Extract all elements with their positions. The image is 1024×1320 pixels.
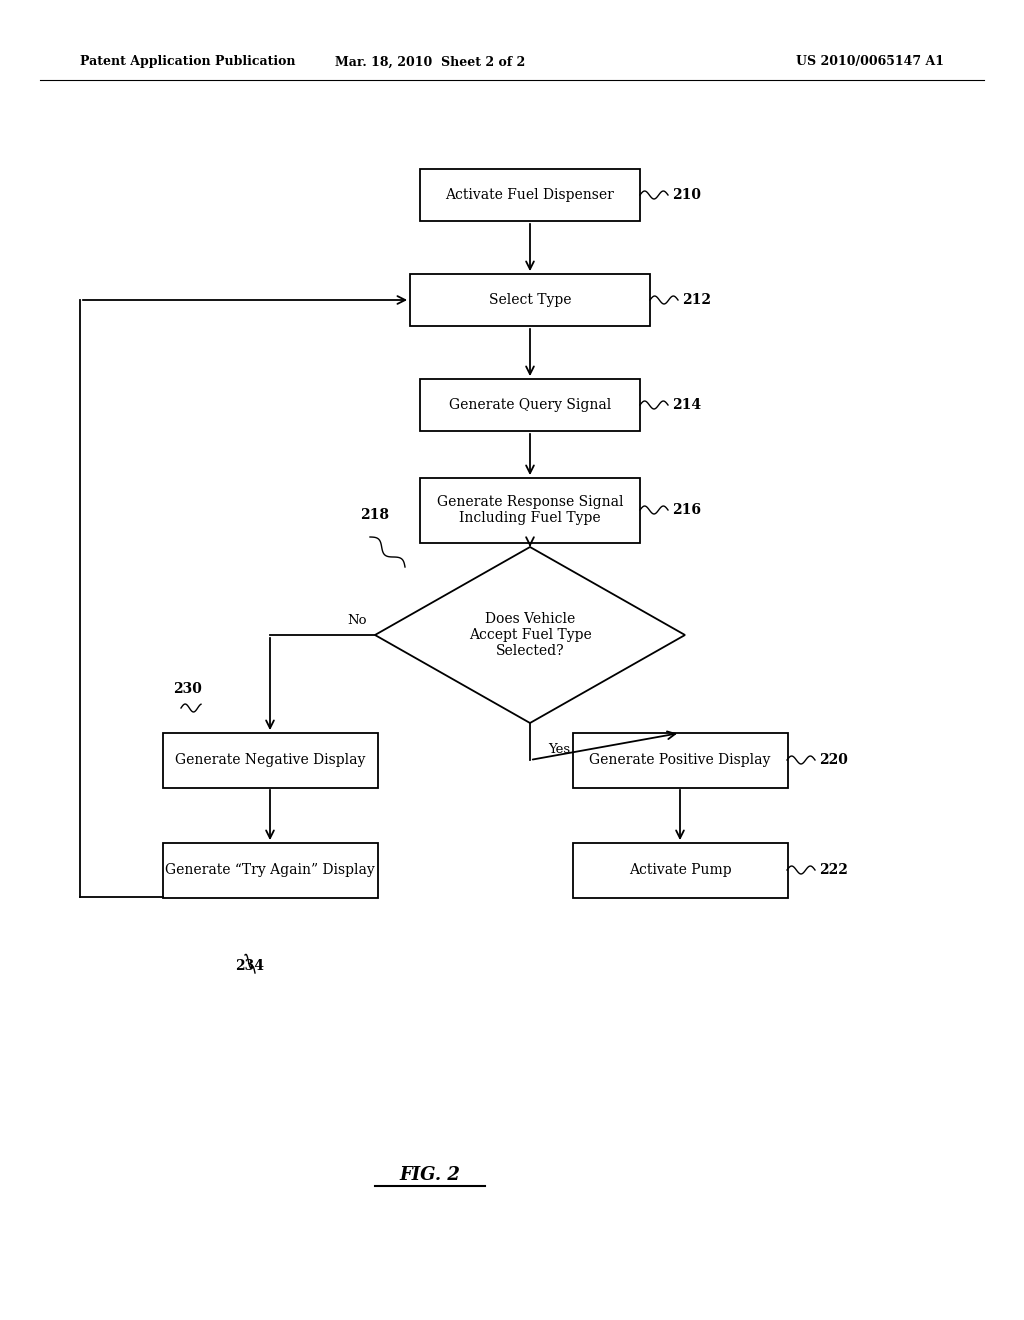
Bar — [420, 478, 640, 543]
Text: 220: 220 — [819, 752, 848, 767]
Text: 212: 212 — [682, 293, 711, 308]
Text: 218: 218 — [360, 508, 389, 521]
Text: Yes: Yes — [548, 743, 570, 756]
Text: Generate Response Signal
Including Fuel Type: Generate Response Signal Including Fuel … — [437, 495, 624, 525]
Text: Generate Negative Display: Generate Negative Display — [175, 752, 366, 767]
Text: Patent Application Publication: Patent Application Publication — [80, 55, 296, 69]
Text: Mar. 18, 2010  Sheet 2 of 2: Mar. 18, 2010 Sheet 2 of 2 — [335, 55, 525, 69]
Polygon shape — [375, 546, 685, 723]
Bar — [572, 842, 787, 898]
Bar — [163, 733, 378, 788]
Text: Activate Fuel Dispenser: Activate Fuel Dispenser — [445, 187, 614, 202]
Text: Select Type: Select Type — [488, 293, 571, 308]
Bar — [572, 733, 787, 788]
Bar — [420, 379, 640, 432]
Text: US 2010/0065147 A1: US 2010/0065147 A1 — [796, 55, 944, 69]
Text: Generate “Try Again” Display: Generate “Try Again” Display — [165, 863, 375, 876]
Text: 216: 216 — [672, 503, 701, 517]
Text: 234: 234 — [236, 960, 264, 973]
Bar — [163, 842, 378, 898]
Text: 222: 222 — [819, 863, 848, 876]
Bar — [420, 169, 640, 220]
Text: 230: 230 — [173, 682, 202, 696]
Text: FIG. 2: FIG. 2 — [399, 1166, 461, 1184]
Text: Generate Positive Display: Generate Positive Display — [590, 752, 771, 767]
Text: 214: 214 — [672, 399, 701, 412]
Text: No: No — [347, 614, 367, 627]
Bar — [410, 275, 650, 326]
Text: Does Vehicle
Accept Fuel Type
Selected?: Does Vehicle Accept Fuel Type Selected? — [469, 611, 592, 659]
Text: 210: 210 — [672, 187, 701, 202]
Text: Activate Pump: Activate Pump — [629, 863, 731, 876]
Text: Generate Query Signal: Generate Query Signal — [449, 399, 611, 412]
